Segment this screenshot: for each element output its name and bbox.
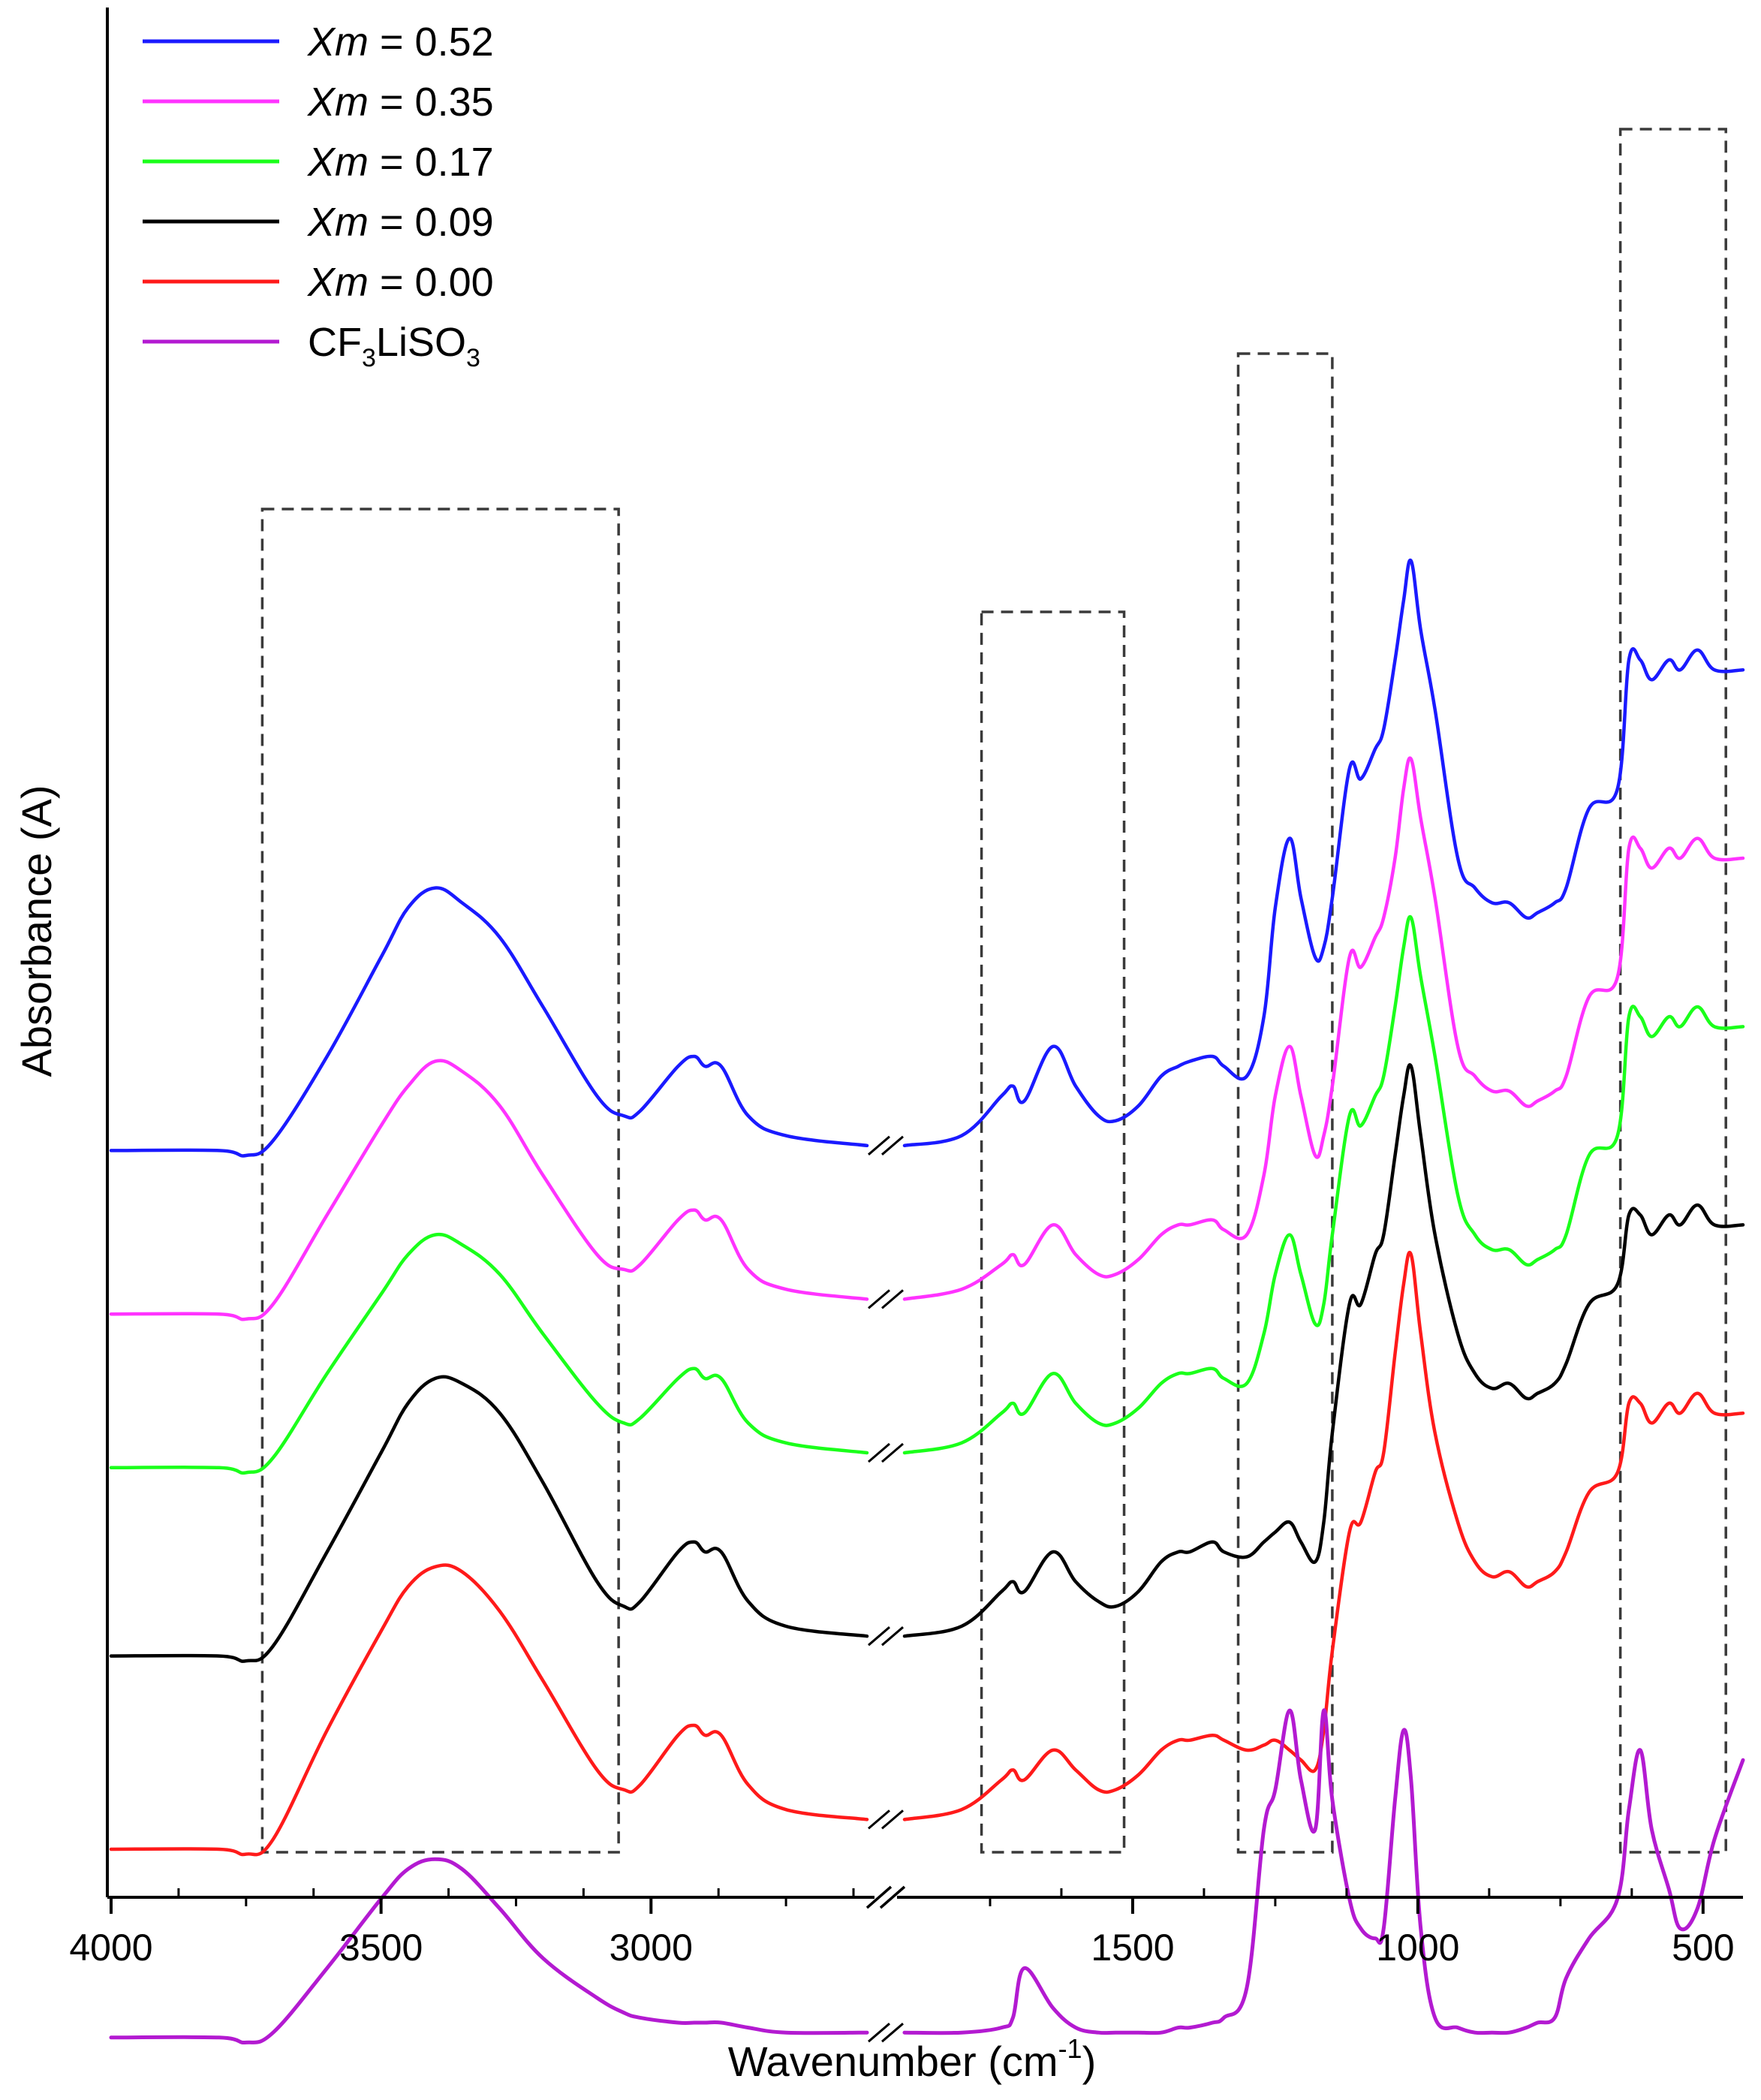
series-line-6-high [109,1857,869,2045]
axis-break-mark [868,2023,890,2043]
y-axis-title: Absorbance (A) [13,785,60,1077]
series-line-3-high [109,1232,869,1475]
x-axis-title-close: ) [1082,2038,1097,2085]
legend: Xm = 0.52 Xm = 0.35 Xm = 0.17 Xm = 0.09 Xm =… [143,20,494,372]
x-axis-title-sup: -1 [1058,2033,1082,2064]
highlight-regions [260,128,1727,1854]
series-line-2-low [902,756,1745,1301]
series-line-4-low [902,1063,1745,1638]
series-line-1-low [902,558,1745,1148]
x-tick-label: 1000 [1376,1927,1459,1969]
x-tick-label: 1500 [1091,1927,1174,1969]
axis-break-mark [881,2023,904,2043]
legend-label: Xm = 0.52 [306,20,494,65]
highlight-region-box [1236,352,1334,1854]
axis-break-mark [881,1809,904,1830]
highlight-region-box [980,610,1126,1854]
legend-label: CF3LiSO3 [308,320,480,372]
legend-label: Xm = 0.17 [306,140,494,185]
axis-break-mark [868,1626,890,1647]
legend-label: Xm = 0.35 [306,80,494,125]
axis-break-mark [868,1809,890,1830]
x-axis-title: Wavenumber (cm-1) [728,2033,1096,2085]
x-tick-label: 3500 [339,1927,423,1969]
legend-label: Xm = 0.00 [306,260,494,305]
axis-break-mark [881,1626,904,1647]
axis-break-mark [881,1289,904,1309]
x-axis-break-mark [865,1885,893,1909]
axis-break-mark [881,1442,904,1463]
axis-break-mark [881,1135,904,1155]
axes: 4000 3500 3000 1500 1000 500 [69,8,1743,1969]
series-line-6-low [902,1708,1745,2035]
legend-label: Xm = 0.09 [306,200,494,245]
highlight-region-box [260,508,620,1854]
x-tick-label: 3000 [610,1927,693,1969]
series-line-4-high [109,1375,869,1663]
x-axis-break-mark [879,1885,906,1909]
series-line-2-high [109,1059,869,1321]
series-line-3-low [902,914,1745,1455]
spectra-curves [109,558,1745,2045]
x-tick-label: 4000 [69,1927,152,1969]
series-line-5-high [109,1563,869,1857]
axis-break-mark [868,1442,890,1463]
axis-break-mark [868,1289,890,1309]
x-tick-label: 500 [1672,1927,1734,1969]
axis-break-mark [868,1135,890,1155]
series-line-1-high [109,886,869,1158]
x-axis-title-text: Wavenumber (cm [728,2038,1058,2085]
series-line-5-low [902,1251,1745,1821]
highlight-region-box [1618,128,1727,1854]
